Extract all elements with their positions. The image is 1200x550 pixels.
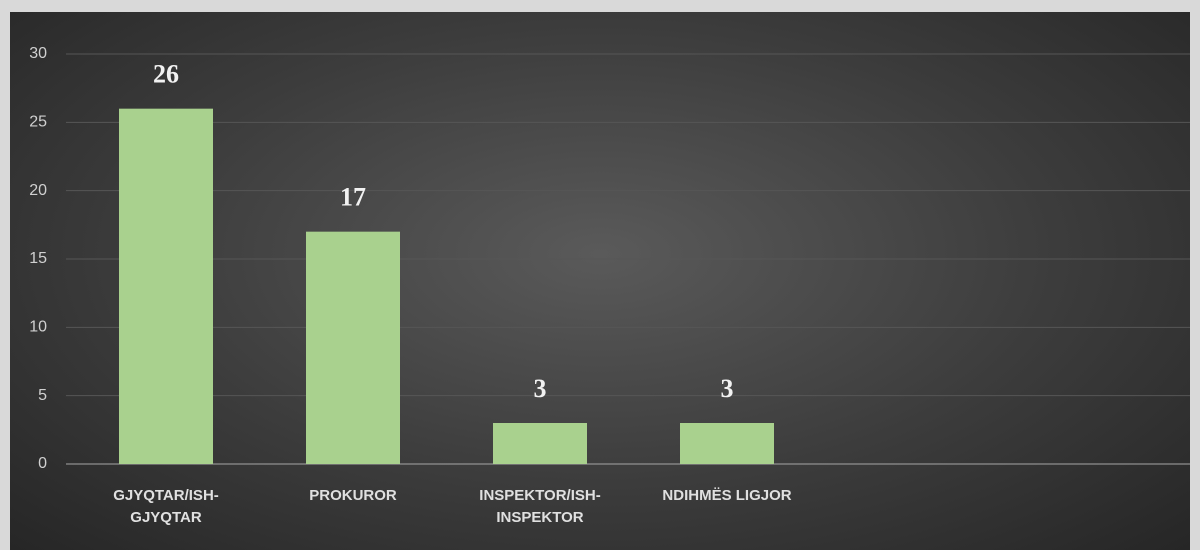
x-tick-label: GJYQTAR/ISH-GJYQTAR (113, 487, 219, 526)
bar (680, 423, 774, 464)
data-label: 17 (340, 183, 366, 212)
y-tick-label: 30 (29, 45, 47, 62)
data-label: 3 (721, 374, 734, 403)
data-label: 3 (534, 374, 547, 403)
y-tick-label: 5 (38, 387, 47, 404)
x-tick-label: INSPEKTOR/ISH-INSPEKTOR (479, 487, 601, 526)
y-tick-label: 15 (29, 250, 47, 267)
y-tick-label: 0 (38, 455, 47, 472)
y-tick-label: 10 (29, 319, 47, 336)
bar (119, 108, 213, 465)
bar (306, 231, 400, 464)
x-tick-label: NDIHMËS LIGJOR (662, 487, 792, 504)
y-tick-label: 20 (29, 182, 47, 199)
data-label: 26 (153, 60, 179, 89)
bar (493, 423, 587, 464)
x-tick-label: PROKUROR (309, 487, 397, 504)
y-tick-label: 25 (29, 114, 47, 131)
